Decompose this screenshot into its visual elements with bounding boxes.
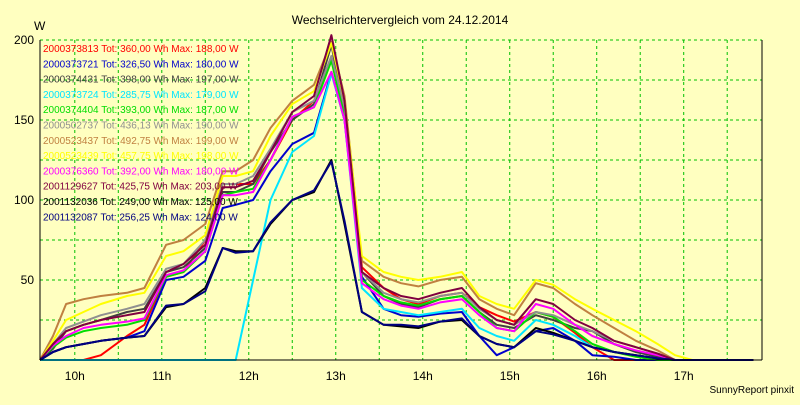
legend-entry: 2000373721 Tot: 326,50 Wh Max: 180,00 W — [43, 59, 239, 70]
y-tick-label: 50 — [21, 273, 35, 287]
legend-entry: 2000374431 Tot: 398,00 Wh Max: 197,00 W — [43, 75, 239, 86]
legend-entry: 2000502737 Tot: 436,13 Wh Max: 190,00 W — [43, 121, 239, 132]
series-line — [39, 71, 754, 361]
legend-entry: 2001132036 Tot: 249,00 Wh Max: 125,00 W — [43, 197, 238, 208]
legend-entry: 2001129627 Tot: 425,75 Wh Max: 203,00 W — [43, 182, 238, 193]
legend-entry: 2000523437 Tot: 492,75 Wh Max: 199,00 W — [43, 136, 239, 147]
legend-entry: 2000523439 Tot: 457,75 Wh Max: 198,00 W — [43, 151, 239, 162]
x-tick-label: 14h — [413, 369, 433, 383]
y-tick-label: 100 — [14, 193, 34, 207]
y-axis-label: W — [34, 19, 46, 33]
series-line — [39, 34, 754, 361]
x-tick-label: 17h — [674, 369, 694, 383]
x-tick-label: 13h — [326, 369, 346, 383]
series-line — [39, 160, 754, 361]
tick-labels: 10h 11h 12h 13h 14h 15h 16h 17h 50 100 150 200 — [14, 33, 694, 383]
x-tick-label: 11h — [152, 369, 171, 383]
grid-lines — [40, 39, 762, 360]
legend-entry: 2000373813 Tot: 360,00 Wh Max: 188,00 W — [43, 44, 239, 55]
legend-entry: 2001132087 Tot: 256,25 Wh Max: 124,00 W — [43, 212, 238, 223]
y-tick-label: 200 — [14, 33, 34, 47]
y-tick-label: 150 — [14, 113, 34, 127]
series-lines — [39, 34, 754, 361]
legend-entry: 2000376360 Tot: 392,00 Wh Max: 180,00 W — [43, 166, 239, 177]
legend-entry: 2000374404 Tot: 393,00 Wh Max: 187,00 W — [43, 105, 239, 116]
series-line — [39, 40, 754, 361]
series-line — [39, 42, 754, 361]
legend: 2000373813 Tot: 360,00 Wh Max: 188,00 W 2… — [43, 44, 239, 223]
x-tick-label: 10h — [65, 369, 85, 383]
x-tick-label: 12h — [239, 369, 259, 383]
x-tick-label: 16h — [587, 369, 607, 383]
chart-title: Wechselrichtervergleich vom 24.12.2014 — [292, 13, 509, 27]
footer-credit: SunnyReport pinxit — [710, 385, 795, 396]
axes — [39, 40, 763, 361]
x-tick-label: 15h — [500, 369, 520, 383]
legend-entry: 2000373724 Tot: 285,75 Wh Max: 179,00 W — [43, 90, 239, 101]
